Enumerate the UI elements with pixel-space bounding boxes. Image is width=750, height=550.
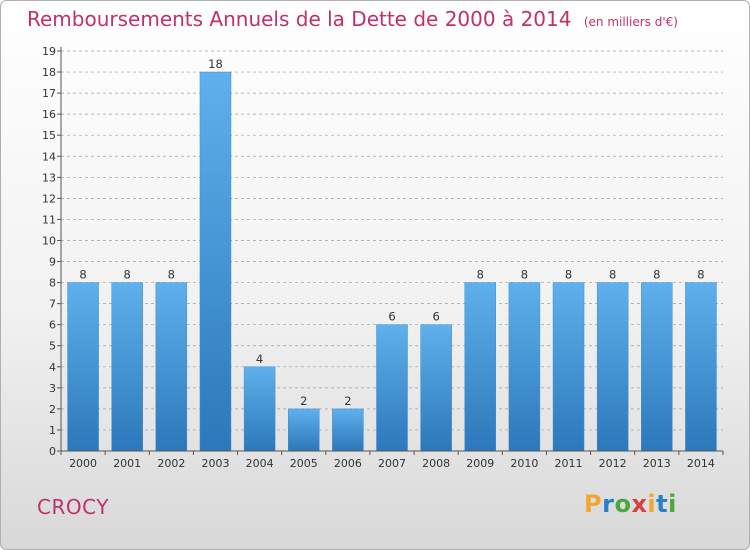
y-tick-label: 14 <box>42 150 56 163</box>
x-tick-label: 2009 <box>466 457 494 470</box>
bar <box>420 324 452 452</box>
bar <box>596 282 629 452</box>
data-label: 8 <box>565 268 572 282</box>
x-tick-label: 2012 <box>599 457 627 470</box>
bar <box>464 282 497 452</box>
y-tick-label: 6 <box>49 319 56 332</box>
data-label: 8 <box>521 268 528 282</box>
logo-letter: x <box>631 490 648 518</box>
bar <box>199 71 232 452</box>
logo-letter: r <box>602 490 615 518</box>
data-label: 8 <box>697 268 704 282</box>
y-tick-label: 3 <box>49 382 56 395</box>
y-tick-label: 8 <box>49 277 56 290</box>
logo-letter: t <box>656 490 669 518</box>
data-label: 8 <box>79 268 86 282</box>
data-label: 6 <box>432 310 439 324</box>
data-label: 2 <box>344 394 351 408</box>
logo-letter: i <box>668 490 677 518</box>
y-tick-label: 10 <box>42 234 56 247</box>
logo-letter: P <box>584 490 603 518</box>
place-name: CROCY <box>37 495 109 519</box>
x-tick-label: 2011 <box>555 457 583 470</box>
y-tick-label: 11 <box>42 213 56 226</box>
y-tick-label: 2 <box>49 403 56 416</box>
x-tick-label: 2006 <box>334 457 362 470</box>
y-tick-label: 18 <box>42 66 56 79</box>
logo-letter: i <box>647 490 657 518</box>
data-label: 18 <box>208 57 223 71</box>
chart-unit: (en milliers d'€) <box>583 15 678 29</box>
bar <box>155 282 188 452</box>
y-tick-label: 5 <box>49 340 56 353</box>
x-tick-label: 2013 <box>643 457 671 470</box>
chart-title-text: Remboursements Annuels de la Dette de 20… <box>27 7 572 31</box>
x-tick-label: 2003 <box>201 457 229 470</box>
bar <box>287 408 320 452</box>
data-label: 6 <box>388 310 395 324</box>
labels: 8 2000 8 2001 8 2002 18 2003 4 2004 2 2005 2 2006 6 200… <box>69 57 715 470</box>
x-tick-label: 2005 <box>290 457 318 470</box>
data-label: 8 <box>653 268 660 282</box>
x-tick-label: 2004 <box>246 457 274 470</box>
data-label: 4 <box>256 352 263 366</box>
logo-letter: o <box>614 490 632 518</box>
x-tick-label: 2001 <box>113 457 141 470</box>
y-tick-label: 1 <box>49 424 56 437</box>
y-tick-label: 12 <box>42 192 56 205</box>
x-tick-label: 2008 <box>422 457 450 470</box>
bar <box>67 282 99 452</box>
data-label: 2 <box>300 394 307 408</box>
y-tick-label: 9 <box>49 256 56 269</box>
bar <box>685 282 717 452</box>
x-tick-label: 2014 <box>687 457 715 470</box>
bar <box>111 282 143 452</box>
x-tick-label: 2007 <box>378 457 406 470</box>
bar <box>641 282 673 452</box>
proxiti-logo[interactable]: Proxiti <box>584 490 677 518</box>
bar <box>243 366 276 452</box>
bar <box>332 408 364 452</box>
y-tick-label: 7 <box>49 298 56 311</box>
y-tick-label: 16 <box>42 108 56 121</box>
y-tick-label: 4 <box>49 361 56 374</box>
y-tick-label: 13 <box>42 171 56 184</box>
data-label: 8 <box>477 268 484 282</box>
y-tick-label: 19 <box>42 45 56 58</box>
x-tick-label: 2000 <box>69 457 97 470</box>
data-label: 8 <box>124 268 131 282</box>
data-label: 8 <box>609 268 616 282</box>
x-tick-label: 2002 <box>157 457 185 470</box>
bar <box>376 324 408 452</box>
chart-title: Remboursements Annuels de la Dette de 20… <box>27 7 678 31</box>
data-label: 8 <box>168 268 175 282</box>
y-tick-label: 15 <box>42 129 56 142</box>
y-tick-label: 17 <box>42 87 56 100</box>
bar <box>552 282 585 452</box>
x-tick-label: 2010 <box>510 457 538 470</box>
bars <box>67 71 717 452</box>
y-tick-label: 0 <box>49 445 56 458</box>
bar <box>508 282 541 452</box>
